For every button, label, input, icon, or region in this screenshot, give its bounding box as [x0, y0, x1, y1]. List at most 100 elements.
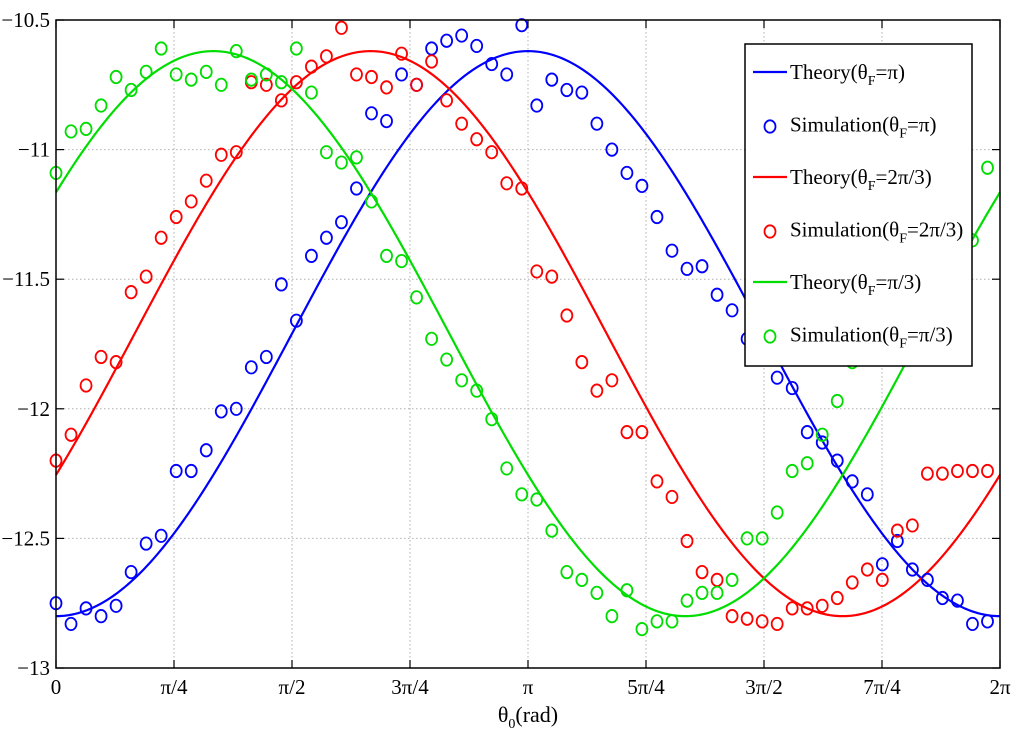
scatter-point — [785, 380, 799, 396]
scatter-point — [500, 176, 514, 191]
scatter-point — [560, 564, 574, 580]
legend-marker-swatch — [763, 119, 777, 134]
scatter-point — [755, 614, 769, 629]
scatter-point — [79, 601, 93, 616]
scatter-point — [635, 425, 649, 440]
scatter-point — [395, 253, 408, 269]
scatter-point — [590, 116, 604, 131]
scatter-point — [199, 443, 213, 458]
legend-marker-swatch — [763, 224, 777, 239]
scatter-point — [560, 308, 574, 323]
scatter-point — [680, 533, 694, 549]
legend-label: Theory(θF=π/3) — [790, 270, 921, 299]
scatter-point — [94, 609, 108, 624]
scatter-point — [665, 614, 679, 629]
legend: Theory(θF=π)Simulation(θF=π)Theory(θF=2π… — [744, 43, 973, 367]
legend-label-sub: F — [868, 74, 876, 89]
x-tick-label: π/4 — [161, 675, 188, 699]
scatter-point — [680, 593, 694, 608]
scatter-point — [64, 124, 78, 139]
scatter-point — [710, 585, 724, 600]
scatter-point — [830, 453, 844, 468]
scatter-point — [725, 303, 739, 318]
scatter-point — [785, 601, 799, 616]
scatter-point — [680, 261, 694, 276]
scatter-point — [274, 75, 288, 90]
scatter-point — [725, 609, 739, 624]
theory-lines — [55, 49, 1001, 618]
scatter-point — [951, 463, 964, 479]
scatter-point — [500, 67, 514, 82]
scatter-point — [229, 44, 243, 59]
scatter-point — [650, 209, 664, 225]
scatter-point — [650, 614, 664, 629]
scatter-point — [500, 461, 514, 476]
legend-label-main: Simulation(θ — [790, 218, 899, 242]
scatter-point — [905, 562, 919, 577]
scatter-point — [650, 474, 664, 489]
legend-label-sub: F — [868, 179, 876, 194]
legend-label-rest: =π/3) — [907, 323, 953, 347]
scatter-point — [169, 67, 183, 82]
scatter-point — [875, 557, 889, 572]
scatter-point — [380, 80, 393, 95]
x-tick-label: 0 — [51, 675, 62, 699]
scatter-points — [49, 18, 994, 637]
legend-label-rest: =2π/3) — [876, 165, 932, 189]
scatter-point — [695, 259, 709, 274]
scatter-point — [575, 355, 589, 370]
scatter-point — [620, 425, 634, 440]
scatter-point — [214, 77, 228, 92]
legend-label-main: Theory(θ — [790, 270, 868, 294]
scatter-point — [981, 614, 994, 629]
scatter-point — [936, 590, 949, 606]
scatter-point — [665, 243, 679, 258]
scatter-point — [305, 59, 318, 74]
scatter-point — [64, 427, 78, 442]
scatter-point — [575, 572, 589, 587]
scatter-point — [214, 404, 228, 419]
legend-label-sub: F — [868, 284, 876, 299]
legend-label-rest: =π/3) — [876, 270, 922, 294]
scatter-point — [289, 41, 303, 56]
x-tick-label: π — [523, 675, 534, 699]
legend-label-rest: =π) — [907, 113, 936, 137]
scatter-point — [890, 533, 904, 549]
x-tick-label: 3π/4 — [391, 675, 429, 699]
scatter-point — [169, 209, 183, 225]
scatter-point — [455, 116, 469, 131]
x-axis-title-sub: 0 — [508, 717, 515, 732]
scatter-point — [274, 93, 288, 108]
scatter-point — [966, 616, 979, 632]
legend-label-rest: =π) — [876, 60, 905, 84]
theory-line-4 — [55, 49, 1001, 618]
scatter-point — [109, 598, 123, 613]
x-tick-label: 5π/4 — [627, 675, 665, 699]
scatter-point — [530, 98, 544, 113]
x-tick-label: 7π/4 — [863, 675, 901, 699]
tick-labels: 0 π/4 π/2 3π/4 π 5π/4 3π/2 7π/4 2π −10.5 −11 −11.5 −… — [1, 8, 1011, 699]
scatter-point — [79, 121, 93, 136]
legend-box — [744, 43, 973, 367]
scatter-point — [184, 463, 198, 479]
scatter-point — [485, 145, 499, 160]
x-tick-label: 2π — [989, 675, 1011, 699]
legend-label: Simulation(θF=π) — [790, 113, 936, 142]
scatter-point — [289, 75, 303, 90]
scatter-point — [410, 290, 423, 305]
scatter-point — [335, 20, 348, 35]
scatter-point — [365, 194, 378, 209]
scatter-point — [184, 194, 198, 209]
scatter-point — [740, 611, 754, 626]
legend-label: Simulation(θF=2π/3) — [790, 218, 963, 247]
scatter-point — [515, 181, 529, 196]
scatter-point — [800, 456, 814, 471]
scatter-point — [320, 145, 333, 160]
scatter-point — [350, 150, 363, 165]
scatter-point — [455, 28, 469, 43]
scatter-point — [335, 155, 348, 170]
x-axis-title-unit: (rad) — [515, 702, 558, 727]
legend-label-rest: =2π/3) — [907, 218, 963, 242]
scatter-point — [470, 38, 484, 54]
scatter-point — [440, 33, 454, 48]
